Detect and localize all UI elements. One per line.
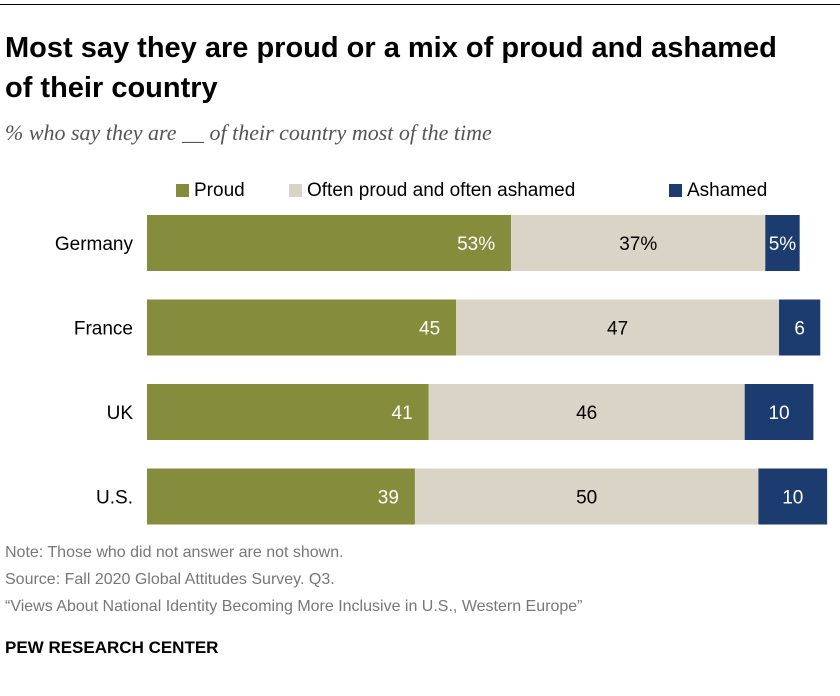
- category-label-germany: Germany: [55, 234, 134, 255]
- footnote-note: Note: Those who did not answer are not s…: [5, 544, 344, 561]
- chart-bars: Germany 53% 37% 5% France 45 47 6 UK 41 46 10 U.S. 39…: [55, 215, 828, 525]
- data-label-france-ashamed: 6: [794, 319, 805, 340]
- data-label-germany-ashamed: 5%: [769, 234, 797, 255]
- category-label-u-s: U.S.: [96, 488, 133, 509]
- bar-germany-often-proud-and-often-ashamed: [511, 215, 766, 271]
- legend-swatch-ashamed: [669, 184, 682, 197]
- pew-logo-text: PEW RESEARCH CENTER: [5, 638, 219, 657]
- bar-u-s-often-proud-and-often-ashamed: [414, 468, 759, 525]
- legend-swatch-proud: [176, 184, 189, 197]
- legend-swatch-often-proud-and-often-ashamed: [289, 184, 302, 197]
- chart-subtitle: % who say they are __ of their country m…: [5, 120, 492, 145]
- bar-uk-often-proud-and-often-ashamed: [428, 384, 745, 440]
- bar-uk-ashamed: [744, 384, 814, 440]
- bar-france-often-proud-and-often-ashamed: [456, 299, 780, 356]
- category-label-uk: UK: [107, 403, 134, 424]
- bar-france-ashamed: [779, 299, 821, 356]
- footnote-report: “Views About National Identity Becoming …: [5, 598, 583, 615]
- data-label-u-s-ashamed: 10: [782, 488, 803, 509]
- data-label-u-s-proud: 39: [378, 488, 399, 509]
- stacked-bar-chart: Proud Often proud and often ashamed Ashame…: [55, 180, 828, 525]
- bar-france-proud: [147, 299, 457, 356]
- bar-germany-proud: [147, 215, 512, 271]
- legend-label-ashamed: Ashamed: [687, 180, 767, 201]
- data-label-france-proud: 45: [419, 319, 440, 340]
- top-rule: [0, 4, 840, 5]
- data-label-u-s-often-proud-and-often-ashamed: 50: [576, 488, 597, 509]
- legend-label-often-proud-and-often-ashamed: Often proud and often ashamed: [307, 180, 575, 201]
- chart-title: Most say they are proud or a mix of prou…: [5, 32, 777, 104]
- bar-uk-proud: [147, 384, 429, 440]
- data-label-uk-often-proud-and-often-ashamed: 46: [576, 403, 597, 424]
- data-label-uk-proud: 41: [392, 403, 413, 424]
- bar-germany-ashamed: [765, 215, 800, 271]
- footnote-source: Source: Fall 2020 Global Attitudes Surve…: [5, 571, 335, 588]
- category-label-france: France: [74, 319, 133, 340]
- data-label-uk-ashamed: 10: [768, 403, 789, 424]
- chart-legend: Proud Often proud and often ashamed Ashame…: [176, 180, 767, 201]
- data-label-germany-proud: 53%: [457, 234, 495, 255]
- bar-u-s-ashamed: [758, 468, 828, 525]
- legend-label-proud: Proud: [194, 180, 245, 201]
- data-label-germany-often-proud-and-often-ashamed: 37%: [619, 234, 657, 255]
- bar-u-s-proud: [147, 468, 415, 525]
- data-label-france-often-proud-and-often-ashamed: 47: [607, 319, 628, 340]
